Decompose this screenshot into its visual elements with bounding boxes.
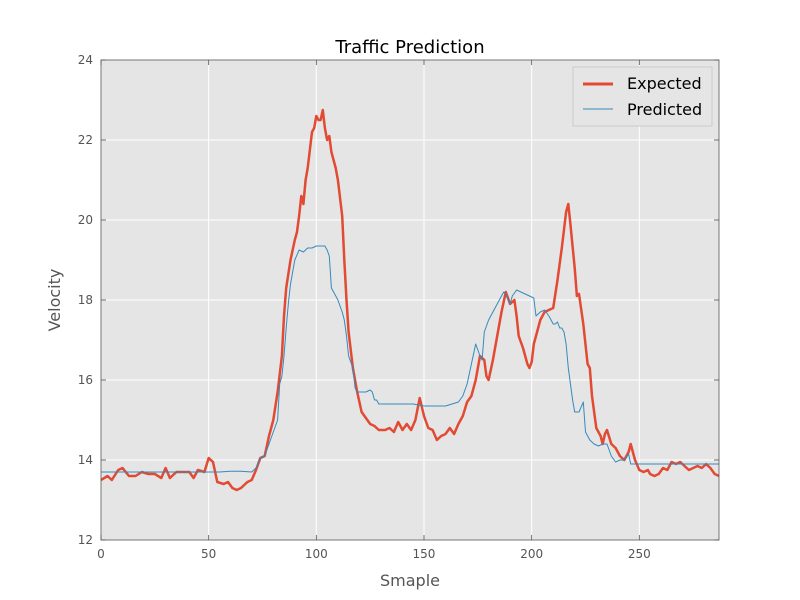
y-tick-label: 12	[78, 533, 93, 547]
legend-label-expected: Expected	[627, 74, 702, 93]
x-axis-label: Smaple	[380, 571, 440, 590]
chart-title: Traffic Prediction	[334, 37, 484, 58]
x-tick-label: 100	[305, 547, 328, 561]
y-axis-label: Velocity	[45, 269, 64, 332]
plot-frame	[100, 59, 720, 541]
legend-label-predicted: Predicted	[627, 100, 702, 119]
x-tick-label: 250	[628, 547, 651, 561]
x-tick-label: 200	[520, 547, 543, 561]
legend-box	[572, 66, 713, 127]
y-tick-label: 14	[78, 453, 93, 467]
series-line-expected	[100, 108, 720, 492]
y-tick-label: 22	[78, 133, 93, 147]
x-tick-label: 150	[413, 547, 436, 561]
y-tick-label: 24	[78, 53, 93, 67]
x-tick-label: 0	[97, 547, 105, 561]
y-tick-label: 16	[78, 373, 93, 387]
x-tick-label: 50	[201, 547, 216, 561]
y-tick-label: 20	[78, 213, 93, 227]
series-line-predicted	[101, 245, 719, 473]
y-tick-label: 18	[78, 293, 93, 307]
legend: Expected Predicted	[572, 66, 713, 127]
